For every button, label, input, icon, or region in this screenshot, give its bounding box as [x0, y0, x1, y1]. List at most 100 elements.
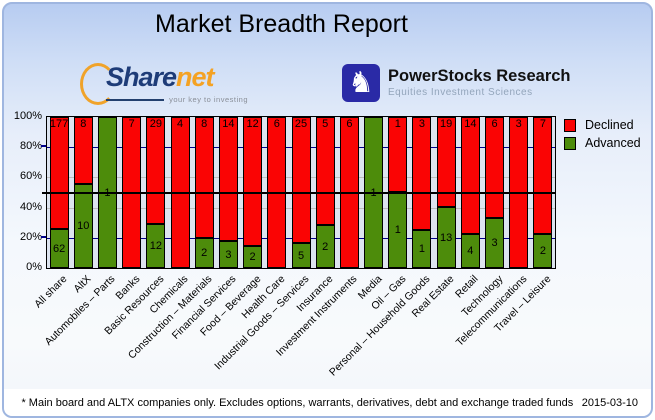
- advanced-segment: 13: [436, 207, 456, 268]
- bar-basic-resources: 29 12: [146, 117, 166, 268]
- chart-region: 1776281017291248214312262555261113119131…: [4, 4, 651, 416]
- footer-bar: * Main board and ALTX companies only. Ex…: [4, 389, 651, 416]
- declined-count-label: 25: [294, 118, 308, 130]
- sharenet-tagline-rule: [106, 98, 165, 101]
- advanced-segment: 5: [291, 243, 311, 268]
- bar-food-beverage: 12 2: [243, 117, 263, 268]
- legend-item-advanced: Advanced: [564, 136, 641, 150]
- declined-segment: 6: [485, 117, 505, 218]
- declined-count-label: 7: [128, 118, 135, 130]
- declined-count-label: 12: [246, 118, 259, 130]
- advanced-count-label: 2: [201, 247, 208, 259]
- sharenet-word-net: net: [176, 62, 214, 92]
- legend-swatch-advanced: [564, 136, 576, 150]
- advanced-count-label: 2: [249, 251, 256, 263]
- bar-altx: 8 10: [73, 117, 93, 268]
- declined-segment: 19: [436, 117, 456, 207]
- advanced-segment: 2: [243, 246, 263, 268]
- advanced-count-label: 10: [77, 220, 90, 232]
- legend-label-declined: Declined: [585, 118, 634, 132]
- declined-count-label: 14: [464, 118, 477, 130]
- advanced-segment: 1: [388, 192, 408, 268]
- powerstocks-texts: PowerStocks Research Equities Investment…: [388, 64, 571, 98]
- declined-count-label: 177: [49, 118, 69, 130]
- y-axis-tick-label: 100%: [13, 110, 42, 122]
- declined-count-label: 7: [539, 118, 546, 130]
- powerstocks-subtitle: Equities Investment Sciences: [388, 87, 533, 98]
- y-axis-tick-label: 0%: [26, 261, 42, 273]
- advanced-segment: 4: [460, 234, 480, 268]
- declined-segment: 177: [49, 117, 69, 229]
- declined-count-label: 6: [491, 118, 498, 130]
- y-axis-tick-label: 60%: [19, 170, 42, 183]
- footer-note: * Main board and ALTX companies only. Ex…: [21, 396, 574, 409]
- legend: Declined Advanced: [564, 118, 641, 154]
- sharenet-word-share: Share: [106, 62, 177, 92]
- bar-retail: 14 4: [460, 117, 480, 268]
- declined-segment: 3: [412, 117, 432, 230]
- footer-date: 2015-03-10: [581, 396, 638, 409]
- declined-count-label: 19: [440, 118, 453, 130]
- sharenet-tagline: your key to investing: [169, 95, 248, 104]
- declined-count-label: 6: [346, 118, 353, 130]
- bar-industrial-goods-services: 25 5: [291, 117, 311, 268]
- declined-count-label: 6: [273, 118, 280, 130]
- declined-count-label: 4: [176, 118, 184, 130]
- advanced-count-label: 2: [322, 240, 329, 253]
- declined-count-label: 29: [149, 118, 162, 130]
- advanced-count-label: 1: [394, 224, 401, 236]
- y-axis-tick: [41, 145, 46, 148]
- powerstocks-name: PowerStocks Research: [388, 67, 571, 85]
- advanced-count-label: 1: [418, 243, 425, 255]
- advanced-segment: 62: [49, 229, 69, 268]
- advanced-segment: 12: [146, 224, 166, 268]
- declined-segment: 29: [146, 117, 166, 224]
- y-axis-tick-label: 40%: [19, 200, 42, 213]
- advanced-count-label: 13: [440, 231, 453, 244]
- advanced-segment: 2: [533, 234, 553, 268]
- declined-segment: 14: [460, 117, 480, 234]
- advanced-segment: 3: [485, 218, 505, 268]
- advanced-count-label: 4: [467, 245, 474, 257]
- declined-segment: 8: [73, 117, 93, 184]
- declined-count-label: 1: [394, 118, 401, 130]
- sharenet-tagline-row: your key to investing: [106, 95, 248, 104]
- declined-segment: 14: [218, 117, 238, 241]
- page-title: Market Breadth Report: [155, 10, 408, 38]
- legend-swatch-declined: [564, 118, 576, 132]
- y-axis-tick: [41, 235, 46, 238]
- advanced-segment: 2: [194, 238, 214, 268]
- advanced-count-label: 12: [149, 240, 162, 252]
- bar-real-estate: 19 13: [436, 117, 456, 268]
- advanced-segment: 10: [73, 184, 93, 268]
- bar-financial-services: 14 3: [218, 117, 238, 268]
- declined-count-label: 8: [201, 118, 208, 130]
- declined-segment: 25: [291, 117, 311, 243]
- legend-label-advanced: Advanced: [585, 136, 641, 150]
- advanced-count-label: 3: [225, 248, 232, 261]
- declined-count-label: 8: [80, 118, 87, 130]
- declined-segment: 5: [315, 117, 335, 225]
- declined-segment: 7: [533, 117, 553, 234]
- declined-segment: 8: [194, 117, 214, 238]
- advanced-count-label: 2: [539, 245, 546, 257]
- sharenet-logo: Sharenet your key to investing: [80, 62, 250, 110]
- fifty-percent-line: [42, 192, 556, 194]
- plot-area: 1776281017291248214312262555261113119131…: [42, 116, 556, 269]
- advanced-segment: 1: [412, 230, 432, 268]
- sharenet-arc-icon: [80, 63, 116, 105]
- declined-count-label: 3: [418, 118, 425, 130]
- advanced-count-label: 3: [491, 237, 498, 249]
- declined-segment: 1: [388, 117, 408, 192]
- powerstocks-logo: ♞ PowerStocks Research Equities Investme…: [342, 64, 571, 106]
- advanced-count-label: 5: [297, 249, 305, 262]
- legend-item-declined: Declined: [564, 118, 641, 132]
- y-axis-tick-label: 20%: [19, 230, 42, 243]
- advanced-segment: 2: [315, 225, 335, 268]
